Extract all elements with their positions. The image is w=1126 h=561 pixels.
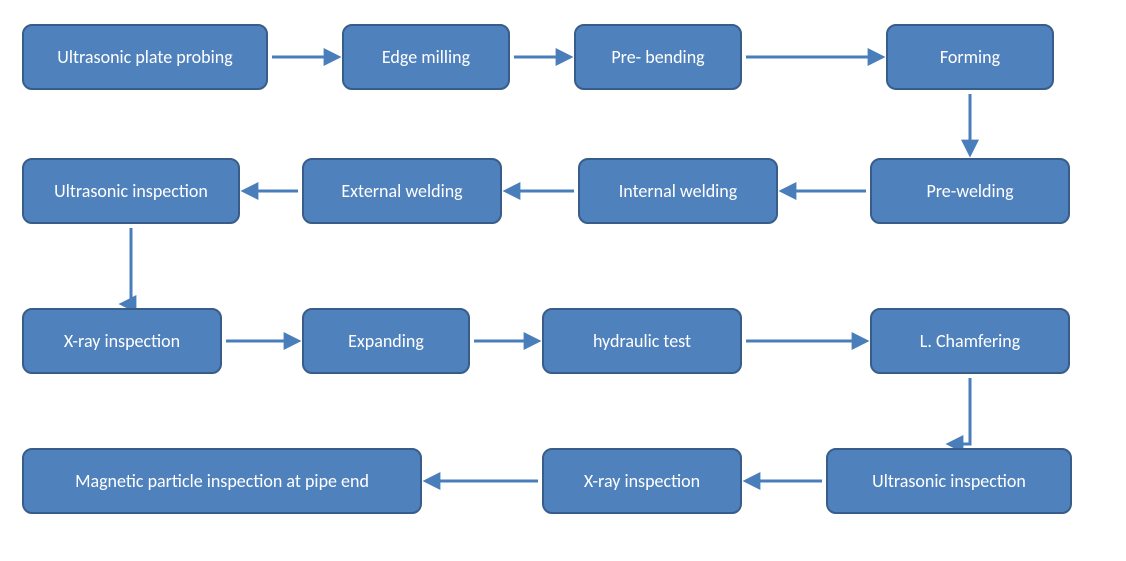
flow-node-label: L. Chamfering xyxy=(920,330,1020,352)
flow-node-n14: X-ray inspection xyxy=(542,448,742,514)
flow-node-n9: X-ray inspection xyxy=(22,308,222,374)
flow-node-label: Ultrasonic plate probing xyxy=(57,46,232,68)
flow-node-label: X-ray inspection xyxy=(64,330,180,352)
flowchart-canvas: Ultrasonic plate probing Edge milling Pre-… xyxy=(0,0,1126,561)
flow-node-n2: Edge milling xyxy=(342,24,510,90)
flow-node-n6: Internal welding xyxy=(578,158,778,224)
flow-node-n4: Forming xyxy=(886,24,1054,90)
flow-node-n1: Ultrasonic plate probing xyxy=(22,24,268,90)
flow-node-label: Forming xyxy=(940,46,1000,68)
flow-node-label: Ultrasonic inspection xyxy=(872,470,1026,492)
flow-node-label: Pre- bending xyxy=(611,46,704,68)
flow-node-label: Magnetic particle inspection at pipe end xyxy=(75,470,369,492)
flow-node-n8: Ultrasonic inspection xyxy=(22,158,240,224)
flow-node-n11: hydraulic test xyxy=(542,308,742,374)
flow-node-n7: External welding xyxy=(302,158,502,224)
flow-node-label: X-ray inspection xyxy=(584,470,700,492)
flow-node-n13: Ultrasonic inspection xyxy=(826,448,1072,514)
flow-edge-n8-n9 xyxy=(122,228,131,304)
flow-node-label: Ultrasonic inspection xyxy=(54,180,208,202)
flow-node-label: Pre-welding xyxy=(926,180,1013,202)
flow-node-n12: L. Chamfering xyxy=(870,308,1070,374)
flow-node-n3: Pre- bending xyxy=(574,24,742,90)
flow-node-n5: Pre-welding xyxy=(870,158,1070,224)
flow-node-label: Expanding xyxy=(348,330,424,352)
flow-node-label: hydraulic test xyxy=(593,330,691,352)
flow-node-n10: Expanding xyxy=(302,308,470,374)
flow-node-n15: Magnetic particle inspection at pipe end xyxy=(22,448,422,514)
flow-node-label: Internal welding xyxy=(619,180,738,202)
flow-node-label: External welding xyxy=(341,180,462,202)
flow-edge-n12-n13 xyxy=(949,378,970,444)
flow-node-label: Edge milling xyxy=(382,46,470,68)
